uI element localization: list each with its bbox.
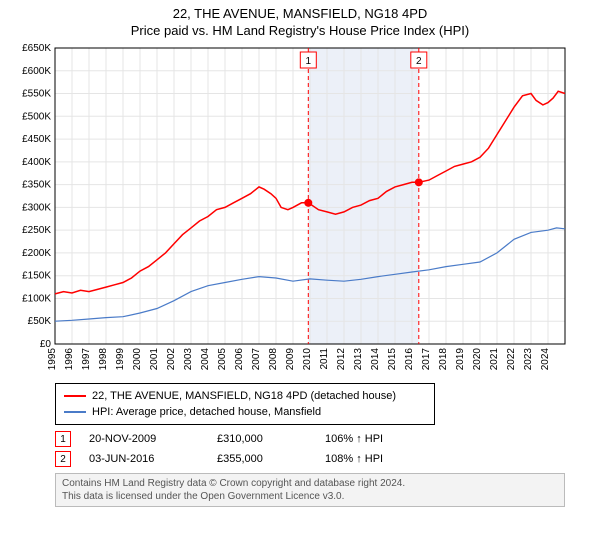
- svg-text:1999: 1999: [115, 348, 126, 371]
- legend-row: HPI: Average price, detached house, Mans…: [64, 404, 426, 420]
- footer-line2: This data is licensed under the Open Gov…: [62, 490, 558, 503]
- sale-date: 20-NOV-2009: [89, 433, 199, 445]
- svg-text:2003: 2003: [183, 348, 194, 371]
- svg-text:£100K: £100K: [22, 293, 51, 304]
- svg-text:£250K: £250K: [22, 225, 51, 236]
- svg-text:2: 2: [416, 56, 422, 67]
- svg-text:2007: 2007: [251, 348, 262, 371]
- legend-swatch: [64, 395, 86, 397]
- svg-text:2023: 2023: [523, 348, 534, 371]
- svg-text:2000: 2000: [132, 348, 143, 371]
- svg-text:£200K: £200K: [22, 248, 51, 259]
- sale-badge: 1: [55, 431, 71, 447]
- svg-text:2005: 2005: [217, 348, 228, 371]
- sale-date: 03-JUN-2016: [89, 453, 199, 465]
- legend: 22, THE AVENUE, MANSFIELD, NG18 4PD (det…: [55, 383, 435, 425]
- price-chart: £0£50K£100K£150K£200K£250K£300K£350K£400…: [10, 42, 590, 377]
- svg-text:1997: 1997: [81, 348, 92, 371]
- page-subtitle: Price paid vs. HM Land Registry's House …: [10, 23, 590, 38]
- sale-price: £310,000: [217, 433, 307, 445]
- footer-attribution: Contains HM Land Registry data © Crown c…: [55, 473, 565, 507]
- svg-text:£500K: £500K: [22, 111, 51, 122]
- sales-table: 1 20-NOV-2009 £310,000 106% ↑ HPI 2 03-JUN-20…: [55, 429, 590, 469]
- svg-text:2018: 2018: [438, 348, 449, 371]
- svg-text:2004: 2004: [200, 348, 211, 371]
- svg-text:2011: 2011: [319, 348, 330, 370]
- svg-text:£150K: £150K: [22, 271, 51, 282]
- legend-label: HPI: Average price, detached house, Mans…: [92, 406, 321, 418]
- svg-text:1996: 1996: [64, 348, 75, 371]
- svg-text:2010: 2010: [302, 348, 313, 371]
- svg-text:2014: 2014: [370, 348, 381, 371]
- svg-text:2019: 2019: [455, 348, 466, 371]
- sale-pct: 106% ↑ HPI: [325, 433, 383, 445]
- chart-svg: £0£50K£100K£150K£200K£250K£300K£350K£400…: [10, 42, 570, 372]
- svg-text:2015: 2015: [387, 348, 398, 371]
- svg-text:2024: 2024: [540, 348, 551, 371]
- sale-price: £355,000: [217, 453, 307, 465]
- sale-row: 2 03-JUN-2016 £355,000 108% ↑ HPI: [55, 449, 590, 469]
- svg-text:2020: 2020: [472, 348, 483, 371]
- legend-swatch: [64, 411, 86, 413]
- svg-text:2021: 2021: [489, 348, 500, 371]
- svg-text:2013: 2013: [353, 348, 364, 371]
- footer-line1: Contains HM Land Registry data © Crown c…: [62, 477, 558, 490]
- sale-row: 1 20-NOV-2009 £310,000 106% ↑ HPI: [55, 429, 590, 449]
- page-title: 22, THE AVENUE, MANSFIELD, NG18 4PD: [10, 6, 590, 21]
- svg-text:2006: 2006: [234, 348, 245, 371]
- svg-text:1998: 1998: [98, 348, 109, 371]
- svg-text:2008: 2008: [268, 348, 279, 371]
- svg-text:£300K: £300K: [22, 202, 51, 213]
- svg-text:£600K: £600K: [22, 66, 51, 77]
- svg-text:£50K: £50K: [28, 316, 52, 327]
- svg-text:2022: 2022: [506, 348, 517, 371]
- svg-text:2012: 2012: [336, 348, 347, 371]
- legend-row: 22, THE AVENUE, MANSFIELD, NG18 4PD (det…: [64, 388, 426, 404]
- svg-text:2016: 2016: [404, 348, 415, 371]
- svg-text:1: 1: [306, 56, 312, 67]
- svg-text:2002: 2002: [166, 348, 177, 371]
- svg-text:£450K: £450K: [22, 134, 51, 145]
- svg-text:£550K: £550K: [22, 89, 51, 100]
- sale-pct: 108% ↑ HPI: [325, 453, 383, 465]
- svg-text:£650K: £650K: [22, 43, 51, 54]
- sale-badge: 2: [55, 451, 71, 467]
- svg-text:£350K: £350K: [22, 180, 51, 191]
- svg-text:2017: 2017: [421, 348, 432, 371]
- legend-label: 22, THE AVENUE, MANSFIELD, NG18 4PD (det…: [92, 390, 396, 402]
- svg-text:2001: 2001: [149, 348, 160, 371]
- svg-text:1995: 1995: [47, 348, 58, 371]
- svg-text:£400K: £400K: [22, 157, 51, 168]
- svg-text:2009: 2009: [285, 348, 296, 371]
